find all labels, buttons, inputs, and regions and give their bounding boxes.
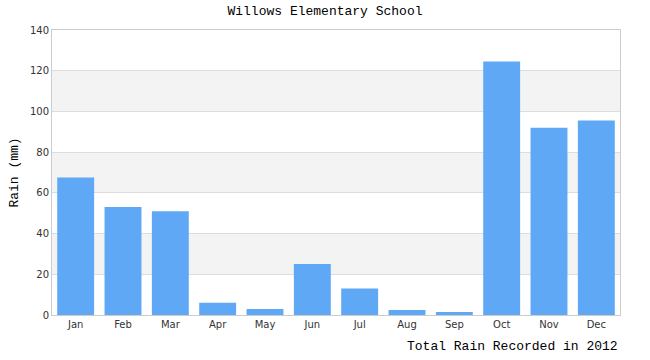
svg-text:Jan: Jan [67, 319, 83, 330]
svg-text:May: May [255, 319, 276, 330]
svg-text:Apr: Apr [209, 319, 227, 330]
svg-text:0: 0 [43, 310, 49, 321]
svg-text:Feb: Feb [114, 319, 132, 330]
svg-text:Jun: Jun [304, 319, 321, 330]
svg-text:Dec: Dec [587, 319, 606, 330]
svg-text:100: 100 [30, 106, 49, 117]
svg-text:120: 120 [30, 65, 49, 76]
svg-text:60: 60 [36, 187, 49, 198]
svg-text:Oct: Oct [493, 319, 510, 330]
svg-text:Rain (mm): Rain (mm) [7, 137, 22, 207]
svg-text:Willows Elementary School: Willows Elementary School [227, 4, 422, 19]
svg-text:Total Rain Recorded in 2012: Total Rain Recorded in 2012 [407, 339, 618, 354]
svg-text:140: 140 [30, 25, 49, 36]
svg-text:Sep: Sep [445, 319, 464, 330]
svg-text:Jul: Jul [353, 319, 366, 330]
svg-text:Mar: Mar [161, 319, 181, 330]
svg-text:80: 80 [36, 147, 49, 158]
svg-text:20: 20 [36, 269, 49, 280]
svg-text:Aug: Aug [397, 319, 417, 330]
svg-text:40: 40 [36, 228, 49, 239]
svg-text:Nov: Nov [539, 319, 559, 330]
